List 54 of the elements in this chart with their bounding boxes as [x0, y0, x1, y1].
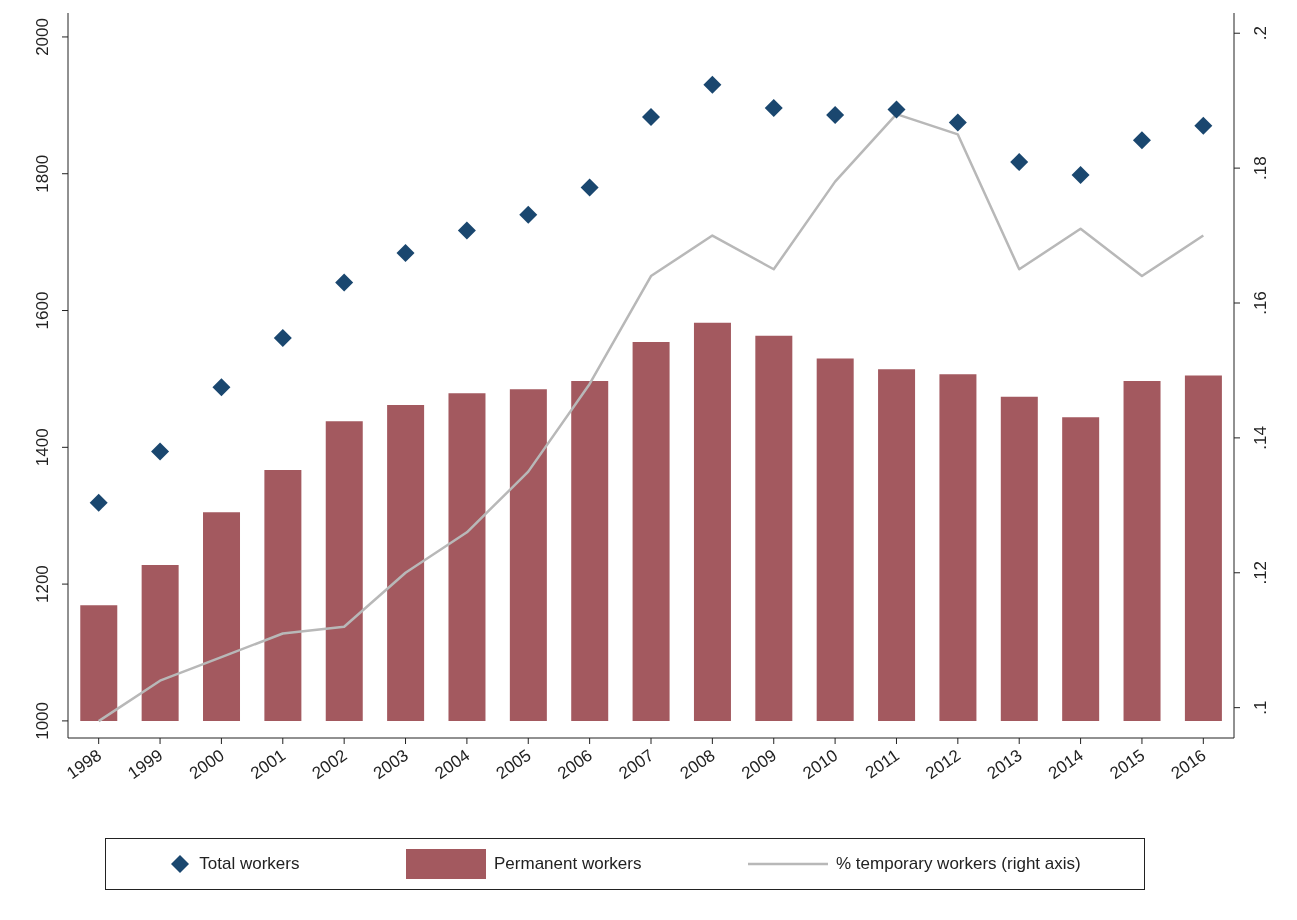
- point: [948, 113, 967, 132]
- bar: [1000, 396, 1038, 721]
- legend-label: % temporary workers (right axis): [836, 854, 1081, 874]
- bar: [1184, 375, 1222, 721]
- point: [151, 442, 170, 461]
- bar: [448, 393, 486, 721]
- bar: [509, 389, 547, 721]
- point: [1194, 116, 1213, 135]
- bar: [632, 341, 670, 721]
- bar: [1123, 380, 1161, 721]
- point: [273, 328, 292, 347]
- y2-tick-label: .1: [1251, 700, 1270, 715]
- bar: [939, 374, 977, 721]
- bar: [387, 404, 425, 721]
- point: [519, 205, 538, 224]
- point: [1132, 131, 1151, 150]
- legend-label: Total workers: [199, 854, 300, 874]
- y-tick-label: 1200: [33, 565, 52, 604]
- bar: [80, 605, 118, 721]
- legend-label: Permanent workers: [494, 854, 642, 874]
- y2-tick-label: .18: [1251, 156, 1270, 180]
- y-tick-label: 1000: [33, 701, 52, 740]
- bar: [141, 564, 179, 721]
- y2-tick-label: .12: [1251, 560, 1270, 585]
- y2-tick-label: .14: [1251, 426, 1270, 450]
- point: [703, 75, 722, 94]
- y-tick-label: 1800: [33, 154, 52, 193]
- y-tick-label: 2000: [33, 18, 52, 56]
- point: [212, 378, 231, 397]
- point: [1071, 166, 1090, 185]
- bar: [325, 421, 363, 721]
- bar: [1062, 417, 1100, 721]
- y2-tick-label: .2: [1251, 26, 1270, 41]
- point: [457, 221, 476, 240]
- bar: [203, 512, 241, 721]
- point: [764, 99, 783, 118]
- bar: [571, 380, 609, 721]
- y-tick-label: 1600: [33, 291, 52, 330]
- point: [1010, 153, 1029, 172]
- bar: [755, 335, 793, 721]
- point: [335, 273, 354, 292]
- bar: [264, 469, 302, 721]
- point: [396, 244, 415, 263]
- bar: [693, 322, 731, 721]
- y-tick-label: 1400: [33, 428, 52, 467]
- bar: [816, 358, 854, 721]
- point: [89, 493, 108, 512]
- point: [580, 178, 599, 197]
- bar: [878, 369, 916, 721]
- y2-tick-label: .16: [1251, 291, 1270, 315]
- x-tick-label: 2001: [247, 745, 290, 783]
- point: [642, 107, 660, 126]
- point: [887, 100, 906, 119]
- point: [826, 105, 845, 124]
